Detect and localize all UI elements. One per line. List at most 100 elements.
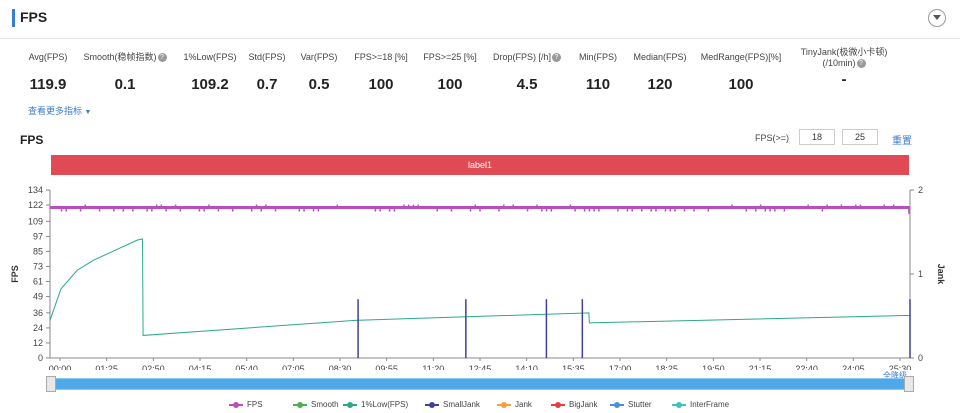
- section-accent-bar: [12, 9, 15, 27]
- x-tick-label: 07:05: [282, 364, 305, 370]
- legend-label: Jank: [515, 400, 532, 409]
- metric-label: Std(FPS): [248, 52, 286, 62]
- y-tick-label: 0: [38, 353, 43, 363]
- x-tick-label: 09:55: [375, 364, 398, 370]
- fps-threshold-label: FPS(>=): [755, 133, 790, 143]
- y2-tick-label: 1: [918, 269, 923, 279]
- metric-value: -: [841, 71, 847, 88]
- y-tick-label: 122: [28, 200, 43, 210]
- metric-8: Min(FPS) 110: [548, 52, 648, 93]
- metric-label: Smooth(稳帧指数)?: [75, 52, 175, 63]
- section-title: FPS: [20, 9, 48, 25]
- chevron-down-icon: [933, 15, 941, 20]
- metric-value: 119.9: [29, 76, 67, 93]
- legend-item-smooth[interactable]: Smooth: [293, 400, 339, 409]
- metric-7: Drop(FPS) [/h]? 4.5: [477, 52, 577, 93]
- chart-legend: FPS Smooth 1%Low(FPS) SmallJank Jank BigJank S…: [0, 400, 960, 412]
- metric-value: 100: [728, 76, 754, 93]
- metric-1: Smooth(稳帧指数)? 0.1: [75, 52, 175, 93]
- more-metrics-label: 查看更多指标: [28, 106, 83, 116]
- y-tick-label: 109: [28, 216, 43, 226]
- metric-label: TinyJank(极微小卡顿): [800, 47, 888, 57]
- metric-9: Median(FPS) 120: [610, 52, 710, 93]
- x-tick-label: 04:15: [189, 364, 212, 370]
- help-icon[interactable]: ?: [157, 53, 167, 63]
- help-icon[interactable]: ?: [856, 59, 866, 69]
- section-header: FPS: [0, 0, 960, 39]
- legend-swatch: [425, 401, 439, 408]
- fps-threshold-input-1[interactable]: 18: [799, 129, 835, 145]
- legend-label: BigJank: [569, 400, 598, 409]
- legend-item-fps[interactable]: FPS: [229, 400, 263, 409]
- legend-item-smalljank[interactable]: SmallJank: [425, 400, 480, 409]
- legend-item-interframe[interactable]: InterFrame: [672, 400, 729, 409]
- metric-6: FPS>=25 [%] 100: [400, 52, 500, 93]
- collapse-toggle-button[interactable]: [928, 9, 946, 27]
- legend-swatch: [293, 401, 307, 408]
- y-tick-label: 85: [33, 246, 43, 256]
- legend-label: Smooth: [311, 400, 339, 409]
- metric-4: Var(FPS) 0.5: [269, 52, 369, 93]
- metric-label: Median(FPS): [633, 52, 687, 62]
- timeline-slider-handle-left[interactable]: [46, 376, 56, 392]
- legend-swatch: [497, 401, 511, 408]
- metric-value: 109.2: [191, 76, 229, 93]
- metric-label: 1%Low(FPS): [183, 52, 237, 62]
- y-tick-label: 134: [28, 185, 43, 195]
- x-tick-label: 25:30: [889, 364, 912, 370]
- metric-label: MedRange(FPS)[%]: [700, 52, 782, 62]
- y-tick-label: 12: [33, 338, 43, 348]
- x-tick-label: 22:40: [795, 364, 818, 370]
- legend-label: 1%Low(FPS): [361, 400, 409, 409]
- y-tick-label: 36: [33, 308, 43, 318]
- legend-item-stutter[interactable]: Stutter: [610, 400, 652, 409]
- chart-title: FPS: [20, 133, 44, 147]
- y-axis-label: FPS: [10, 265, 20, 283]
- legend-label: SmallJank: [443, 400, 480, 409]
- metric-value: 0.1: [114, 76, 136, 93]
- legend-swatch: [672, 401, 686, 408]
- low1pct-series-line: [49, 238, 911, 336]
- metric-value: 0.7: [256, 76, 278, 93]
- metric-value: 100: [437, 76, 463, 93]
- y-tick-label: 49: [33, 292, 43, 302]
- x-tick-label: 24:05: [842, 364, 865, 370]
- more-metrics-link[interactable]: 查看更多指标 ▼: [28, 104, 91, 117]
- legend-swatch: [229, 401, 243, 408]
- metric-value: 100: [368, 76, 394, 93]
- fps-threshold-input-2[interactable]: 25: [842, 129, 878, 145]
- y-tick-label: 73: [33, 261, 43, 271]
- x-tick-label: 11:20: [422, 364, 444, 370]
- timeline-slider-track[interactable]: [50, 378, 910, 390]
- y-tick-label: 61: [33, 277, 43, 287]
- reset-zoom-button[interactable]: 全降级: [883, 371, 907, 380]
- legend-swatch: [551, 401, 565, 408]
- legend-label: Stutter: [628, 400, 652, 409]
- help-icon[interactable]: ?: [552, 53, 561, 63]
- x-tick-label: 19:50: [702, 364, 725, 370]
- label-band[interactable]: label1: [51, 155, 909, 175]
- metric-3: Std(FPS) 0.7: [217, 52, 317, 93]
- x-tick-label: 08:30: [329, 364, 352, 370]
- legend-swatch: [610, 401, 624, 408]
- timeline-slider-handle-right[interactable]: [904, 376, 914, 392]
- metric-0: Avg(FPS) 119.9: [0, 52, 98, 93]
- x-tick-label: 02:50: [142, 364, 165, 370]
- metric-11: TinyJank(极微小卡顿) (/10min)? -: [794, 47, 894, 88]
- metric-label: Var(FPS): [300, 52, 338, 62]
- x-tick-label: 12:45: [469, 364, 492, 370]
- legend-item-jank[interactable]: Jank: [497, 400, 532, 409]
- y-tick-label: 24: [33, 323, 43, 333]
- y-tick-label: 97: [33, 231, 43, 241]
- metric-value: 120: [647, 76, 673, 93]
- x-tick-label: 00:00: [49, 364, 72, 370]
- metric-label: FPS>=25 [%]: [423, 52, 477, 62]
- metric-label: Avg(FPS): [28, 52, 68, 62]
- legend-item-1-low-fps-[interactable]: 1%Low(FPS): [343, 400, 408, 409]
- metric-2: 1%Low(FPS) 109.2: [160, 52, 260, 93]
- x-tick-label: 14:10: [515, 364, 538, 370]
- reset-threshold-button[interactable]: 重置: [892, 136, 912, 147]
- metric-label-line2: (/10min)?: [794, 58, 894, 69]
- legend-item-bigjank[interactable]: BigJank: [551, 400, 597, 409]
